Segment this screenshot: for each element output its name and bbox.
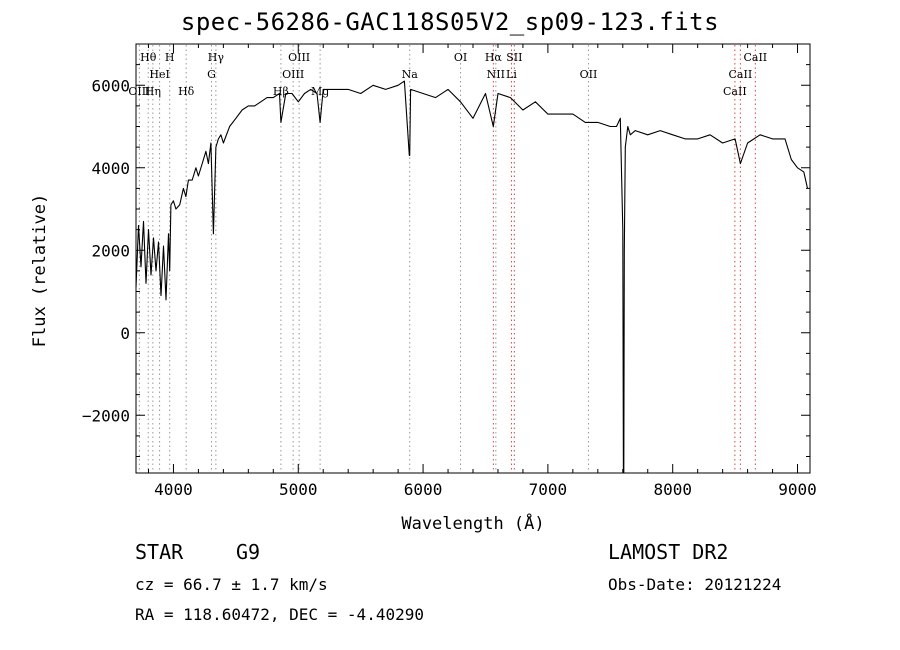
spectral-line-label-15: SII (506, 51, 522, 64)
y-tick-label-2: 2000 (91, 241, 130, 260)
spectral-line-label-18: OII (580, 68, 598, 81)
x-tick-label-2: 6000 (404, 480, 443, 499)
plot-frame (135, 43, 811, 474)
survey-name: LAMOST DR2 (608, 540, 729, 564)
y-tick-label-3: 4000 (91, 159, 130, 178)
x-tick-label-4: 8000 (653, 480, 692, 499)
spectral-line-label-4: Hη (145, 85, 161, 98)
x-tick-label-3: 7000 (529, 480, 568, 499)
spectral-line-label-20: CaII (729, 68, 753, 81)
spectral-line-label-12: Na (402, 68, 419, 81)
spectral-line-label-1: H (165, 51, 175, 64)
spectral-line-label-21: CaII (723, 85, 747, 98)
y-tick-label-1: 0 (120, 324, 130, 343)
object-class: STAR (135, 540, 184, 564)
spectral-line-label-3: OIII (128, 85, 150, 98)
observation-date: Obs-Date: 20121224 (608, 575, 782, 594)
spectral-line-label-2: HeI (149, 68, 169, 81)
axis-ticks (136, 43, 810, 473)
axis-tick-labels: 4000 5000 6000 7000 8000 9000 −2000 0 2000 4000 60… (82, 76, 817, 499)
y-tick-label-4: 6000 (91, 76, 130, 95)
y-axis-label: Flux (relative) (30, 194, 50, 348)
y-tick-label-0: −2000 (82, 406, 130, 425)
spectrum-line (135, 80, 809, 474)
redshift-velocity: cz = 66.7 ± 1.7 km/s (135, 575, 328, 594)
spectral-line-label-13: OI (454, 51, 467, 64)
spectral-line-label-6: Hγ (208, 51, 225, 64)
spectral-line-markers (138, 45, 756, 472)
chart-title: spec-56286-GAC118S05V2_sp09-123.fits (180, 8, 720, 36)
spectral-line-label-19: CaII (743, 51, 767, 64)
spectral-line-label-16: NII (487, 68, 505, 81)
spectral-line-label-5: Hδ (178, 85, 195, 98)
spectral-line-label-9: OIII (282, 68, 304, 81)
x-tick-label-1: 5000 (279, 480, 318, 499)
spectral-line-label-17: Li (506, 68, 517, 81)
spectral-line-label-8: OIII (288, 51, 310, 64)
spectral-line-label-14: Hα (485, 51, 503, 64)
spectral-line-label-11: Mg (311, 85, 329, 98)
x-tick-label-5: 9000 (778, 480, 817, 499)
x-axis-label: Wavelength (Å) (401, 512, 544, 534)
spectral-line-label-0: Hθ (140, 51, 157, 64)
ra-dec-coordinates: RA = 118.60472, DEC = -4.40290 (135, 605, 424, 624)
object-subclass: G9 (236, 540, 261, 564)
x-tick-label-0: 4000 (154, 480, 193, 499)
spectral-line-label-7: G (207, 68, 216, 81)
